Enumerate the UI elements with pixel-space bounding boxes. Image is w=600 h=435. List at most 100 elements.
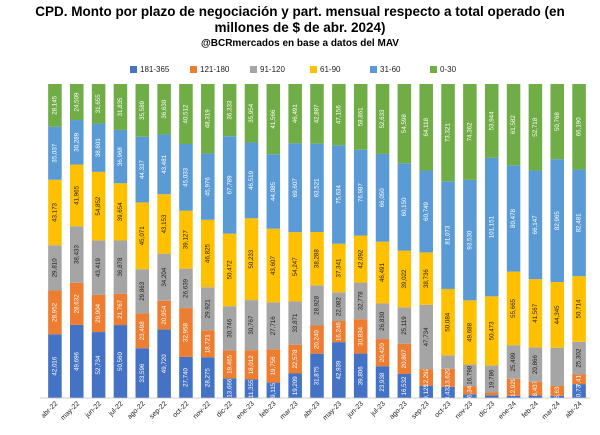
data-label: 50,768 [554,112,561,131]
data-label: 30,767 [248,315,255,334]
bar-mar-23-31-60 [288,143,302,233]
bar-dic-22-0-30 [222,84,237,137]
bar-abr-22-61-90 [48,179,62,246]
data-label: 23,498 [139,321,146,340]
bar-abr-23-121-180 [310,325,324,354]
bar-ago-22-121-180 [135,313,150,349]
bar-ene-23-31-60 [244,142,259,219]
bar-jun-22-181-365 [91,332,106,398]
data-label: 67,789 [226,175,233,194]
data-label: 53,944 [488,111,495,130]
data-label: 39,022 [401,269,408,288]
bar-abr-23-181-365 [310,353,324,398]
data-label: 20,866 [532,355,539,374]
bar-sep-23-91-120 [419,304,433,370]
bar-jul-22-181-365 [113,325,128,398]
data-label: 60,150 [401,197,408,216]
data-label: 38,288 [314,249,321,268]
bar-nov-22-61-90 [201,219,215,288]
data-label: 64,118 [423,117,430,136]
data-label: 13,666 [226,378,233,397]
data-label: 50,084 [445,312,452,331]
bar-oct-23-61-90 [441,288,455,356]
bar-nov-22-91-120 [201,287,215,331]
bar-sep-23-121-180 [419,369,433,386]
bar-abr-22-121-180 [48,290,62,335]
bar-feb-23-61-90 [266,228,281,303]
data-label: 54,247 [292,257,299,276]
bar-abr-22-91-120 [48,245,62,291]
bar-jul-22-61-90 [113,183,128,241]
data-label: 47,156 [335,105,342,124]
data-label: 19,465 [226,354,233,373]
data-label: 16,246 [335,322,342,341]
bar-feb-24-0-30 [528,84,543,171]
bar-oct-23-31-60 [441,181,455,289]
data-label: 49,720 [161,354,168,373]
bar-abr-22-31-60 [48,126,62,180]
bar-ago-22-181-365 [135,348,150,398]
bar-mar-24-31-60 [550,159,565,283]
bar-mar-23-181-365 [288,373,302,398]
x-tick-label: abr-24 [564,400,583,419]
bar-feb-23-91-120 [266,302,281,350]
data-label: 44,085 [270,181,277,200]
data-label: 11,355 [248,379,255,398]
bar-sep-22-181-365 [157,329,171,398]
bar-may-22-121-180 [69,282,84,325]
bar-sep-22-91-120 [157,253,171,301]
data-label: 30,289 [73,132,80,151]
bar-may-23-0-30 [332,84,346,146]
chart-title-line2: millones de $ de abr. 2024) [214,20,386,35]
data-label: 49,688 [467,322,474,341]
bar-may-22-181-365 [69,324,84,398]
data-label: 46,491 [292,104,299,123]
bar-ene-24-121-180 [506,378,521,396]
legend-label: 121-180 [200,65,230,74]
legend-label: 61-90 [320,65,341,74]
data-label: 35,037 [52,143,59,162]
bar-may-23-61-90 [332,243,346,293]
data-label: 27,740 [183,367,190,386]
bar-dic-23-31-60 [484,157,499,297]
legend-label: 31-60 [380,65,401,74]
data-label: 52,633 [379,109,386,128]
data-label: 49,696 [73,351,80,370]
bar-jun-23-91-120 [353,282,368,320]
data-label: 20,807 [401,349,408,368]
data-label: 18,012 [248,355,255,374]
bar-nov-23-31-60 [463,179,477,301]
bar-jul-22-31-60 [113,129,128,184]
x-tick-label: may-23 [322,400,344,422]
data-label: 28,632 [73,294,80,313]
data-label: 21,767 [117,299,124,318]
bar-ene-24-0-30 [506,84,521,166]
bar-dic-22-181-365 [222,378,237,398]
data-label: 10,737 [576,381,583,400]
bar-mar-23-61-90 [288,232,302,302]
data-label: 101,151 [488,215,495,238]
bar-dic-22-91-120 [222,306,237,351]
data-label: 28,928 [314,295,321,314]
bar-may-23-121-180 [332,321,346,343]
data-label: 18,721 [204,334,211,353]
data-label: 31,875 [314,366,321,385]
bar-may-23-91-120 [332,292,346,322]
bar-feb-24-181-365 [528,395,543,398]
bar-abr-23-31-60 [310,143,324,233]
bar-ago-23-121-180 [397,343,412,374]
data-label: 69,607 [292,178,299,197]
data-label: 26,830 [379,311,386,330]
data-label: 52,718 [532,117,539,136]
bar-ene-23-61-90 [244,218,259,301]
x-tick-label: jul-22 [107,400,125,418]
data-label: 38,601 [95,138,102,157]
data-label: 55,665 [510,298,517,317]
bar-ene-24-91-120 [506,345,521,379]
bar-sep-23-61-90 [419,252,433,305]
data-label: 44,345 [554,305,561,324]
data-label: 29,863 [139,281,146,300]
data-label: 33,596 [139,363,146,382]
data-label: 66,050 [379,188,386,207]
